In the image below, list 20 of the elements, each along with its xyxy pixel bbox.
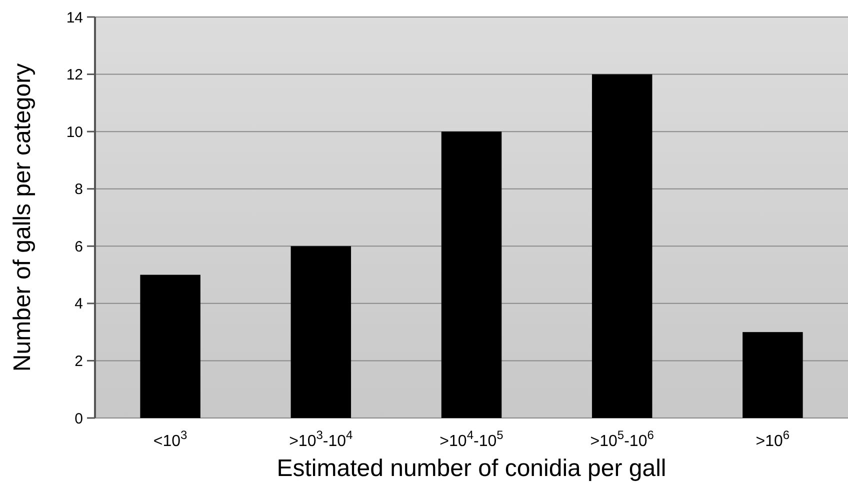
x-tick-label: <10$^{3}$	[153, 428, 188, 450]
bar	[441, 132, 502, 418]
x-tick-label: >10$^{3}$-10$^{4}$	[289, 428, 354, 450]
x-axis-title: Estimated number of conidia per gall	[276, 455, 666, 482]
y-tick-label: 8	[74, 181, 83, 198]
y-tick-label: 14	[66, 9, 83, 26]
bar	[140, 274, 200, 418]
x-tick-label: >10$^{5}$-10$^{6}$	[590, 428, 654, 450]
y-axis-title: Number of galls per category	[9, 63, 36, 372]
y-tick-label: 2	[74, 352, 83, 370]
y-tick-label: 10	[66, 124, 83, 141]
y-tick-label: 0	[74, 410, 83, 428]
bar	[290, 246, 352, 418]
x-tick-label: >10$^{4}$-10$^{5}$	[440, 428, 504, 450]
bar	[592, 74, 652, 418]
y-tick-label: 6	[74, 238, 83, 256]
x-tick-label: >10$^{6}$	[756, 428, 790, 450]
y-tick-label: 12	[66, 66, 83, 84]
bar	[742, 332, 803, 418]
y-tick-label: 4	[74, 296, 83, 313]
